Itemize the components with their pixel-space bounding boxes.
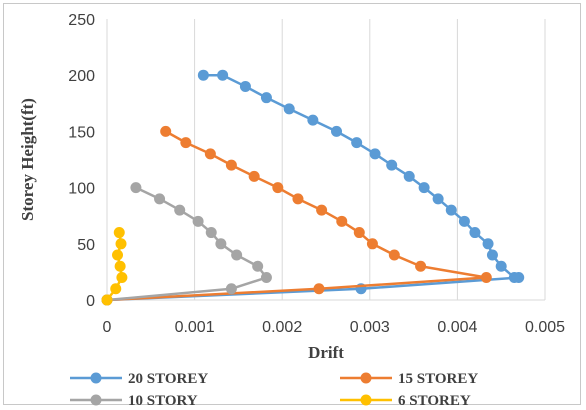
data-point <box>369 148 381 160</box>
x-tick-label: 0.002 <box>262 319 302 336</box>
legend-entry: 15 STOREY <box>340 371 478 387</box>
data-point <box>252 260 264 272</box>
series-15-storey <box>101 125 492 306</box>
y-tick-label: 100 <box>68 181 95 198</box>
data-point <box>482 238 494 250</box>
data-point <box>114 260 126 272</box>
data-point <box>154 193 166 205</box>
legend-marker <box>360 394 372 406</box>
plot-area <box>101 69 525 306</box>
x-axis-title: Drift <box>308 343 344 362</box>
y-tick-label: 50 <box>77 237 95 254</box>
series-line <box>106 130 488 302</box>
data-point <box>307 114 319 126</box>
series-20-storey <box>101 69 525 306</box>
data-point <box>432 193 444 205</box>
data-point <box>101 294 113 306</box>
data-point <box>225 159 237 171</box>
x-tick-label: 0 <box>103 319 112 336</box>
data-point <box>415 260 427 272</box>
legend: 20 STOREY 15 STOREY 10 STORY 6 STOREY <box>70 371 478 409</box>
legend-label: 10 STORY <box>128 393 198 409</box>
legend-entry: 6 STOREY <box>340 393 471 409</box>
data-point <box>160 125 172 137</box>
data-point <box>386 159 398 171</box>
data-point <box>403 170 415 182</box>
data-point <box>418 182 430 194</box>
tick-labels: 0 0.001 0.002 0.003 0.004 0.005 0 50 100 150 200 25… <box>68 12 565 336</box>
y-tick-label: 250 <box>68 12 95 29</box>
legend-entry: 20 STOREY <box>70 371 208 387</box>
data-point <box>112 249 124 261</box>
x-tick-label: 0.001 <box>175 319 215 336</box>
data-point <box>239 80 251 92</box>
data-point <box>336 215 348 227</box>
data-point <box>313 283 325 295</box>
x-tick-label: 0.005 <box>525 319 565 336</box>
data-point <box>215 238 227 250</box>
data-point <box>292 193 304 205</box>
data-point <box>260 272 272 284</box>
data-point <box>283 103 295 115</box>
data-point <box>469 227 481 239</box>
data-point <box>351 137 363 149</box>
legend-label: 6 STOREY <box>398 393 471 409</box>
gridlines <box>194 19 546 300</box>
data-point <box>260 92 272 104</box>
data-point <box>225 283 237 295</box>
legend-marker <box>90 372 102 384</box>
data-point <box>197 69 209 81</box>
y-tick-label: 200 <box>68 68 95 85</box>
axes <box>106 19 545 301</box>
data-point <box>231 249 243 261</box>
x-tick-label: 0.004 <box>437 319 477 336</box>
series-10-story <box>101 182 272 306</box>
data-point <box>445 204 457 216</box>
data-point <box>174 204 186 216</box>
data-point <box>217 69 229 81</box>
data-point <box>180 137 192 149</box>
y-axis-title: Storey Height(ft) <box>18 98 37 221</box>
data-point <box>331 125 343 137</box>
data-point <box>192 215 204 227</box>
data-point <box>130 182 142 194</box>
data-point <box>115 238 127 250</box>
data-point <box>388 249 400 261</box>
chart-frame <box>3 3 581 405</box>
data-point <box>116 272 128 284</box>
data-point <box>113 227 125 239</box>
data-point <box>486 249 498 261</box>
legend-label: 20 STOREY <box>128 371 208 387</box>
data-point <box>495 260 507 272</box>
legend-label: 15 STOREY <box>398 371 478 387</box>
data-point <box>508 272 520 284</box>
data-point <box>204 148 216 160</box>
y-tick-label: 150 <box>68 124 95 141</box>
y-tick-label: 0 <box>86 293 95 310</box>
legend-marker <box>360 372 372 384</box>
series-6-storey <box>101 227 128 306</box>
data-point <box>480 272 492 284</box>
legend-marker <box>90 394 102 406</box>
data-point <box>205 227 217 239</box>
x-tick-label: 0.003 <box>350 319 390 336</box>
data-point <box>316 204 328 216</box>
legend-entry: 10 STORY <box>70 393 198 409</box>
data-point <box>353 227 365 239</box>
data-point <box>366 238 378 250</box>
data-point <box>110 283 122 295</box>
data-point <box>458 215 470 227</box>
data-point <box>248 170 260 182</box>
data-point <box>272 182 284 194</box>
series-line <box>106 186 268 302</box>
